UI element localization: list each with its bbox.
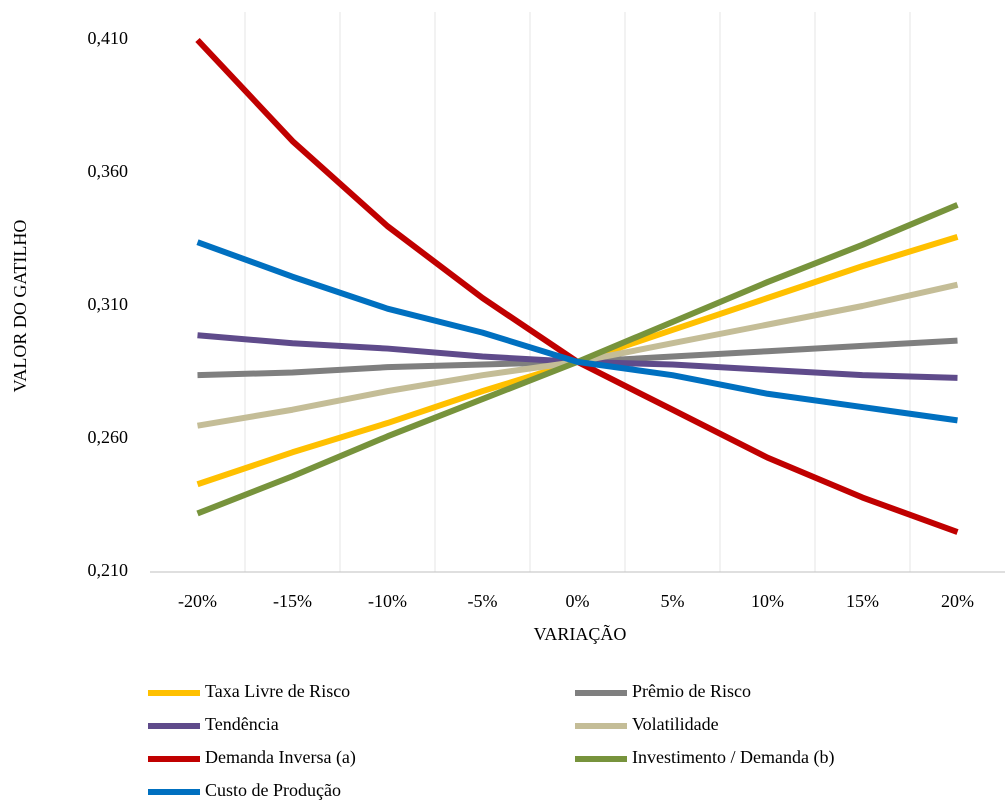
x-tick-label: 5%: [661, 591, 685, 611]
y-tick-label: 0,310: [88, 294, 129, 314]
x-tick-label: 20%: [941, 591, 974, 611]
x-axis-title: VARIAÇÃO: [534, 623, 627, 644]
y-tick-label: 0,410: [88, 28, 129, 48]
legend-label: Custo de Produção: [205, 780, 341, 800]
y-tick-label: 0,260: [88, 427, 129, 447]
x-tick-label: 0%: [566, 591, 590, 611]
x-tick-label: 15%: [846, 591, 879, 611]
x-tick-label: -10%: [368, 591, 407, 611]
x-tick-label: -20%: [178, 591, 217, 611]
legend-label: Taxa Livre de Risco: [205, 681, 350, 701]
legend-label: Tendência: [205, 714, 279, 734]
legend-label: Demanda Inversa (a): [205, 747, 356, 768]
y-tick-label: 0,360: [88, 161, 129, 181]
x-tick-label: 10%: [751, 591, 784, 611]
y-tick-label: 0,210: [88, 560, 129, 580]
legend-label: Prêmio de Risco: [632, 681, 751, 701]
series-line: [196, 239, 958, 424]
x-tick-label: -5%: [468, 591, 498, 611]
y-axis-title: VALOR DO GATILHO: [10, 220, 30, 393]
x-tick-label: -15%: [273, 591, 312, 611]
legend-label: Investimento / Demanda (b): [632, 747, 834, 768]
legend-label: Volatilidade: [632, 714, 719, 734]
